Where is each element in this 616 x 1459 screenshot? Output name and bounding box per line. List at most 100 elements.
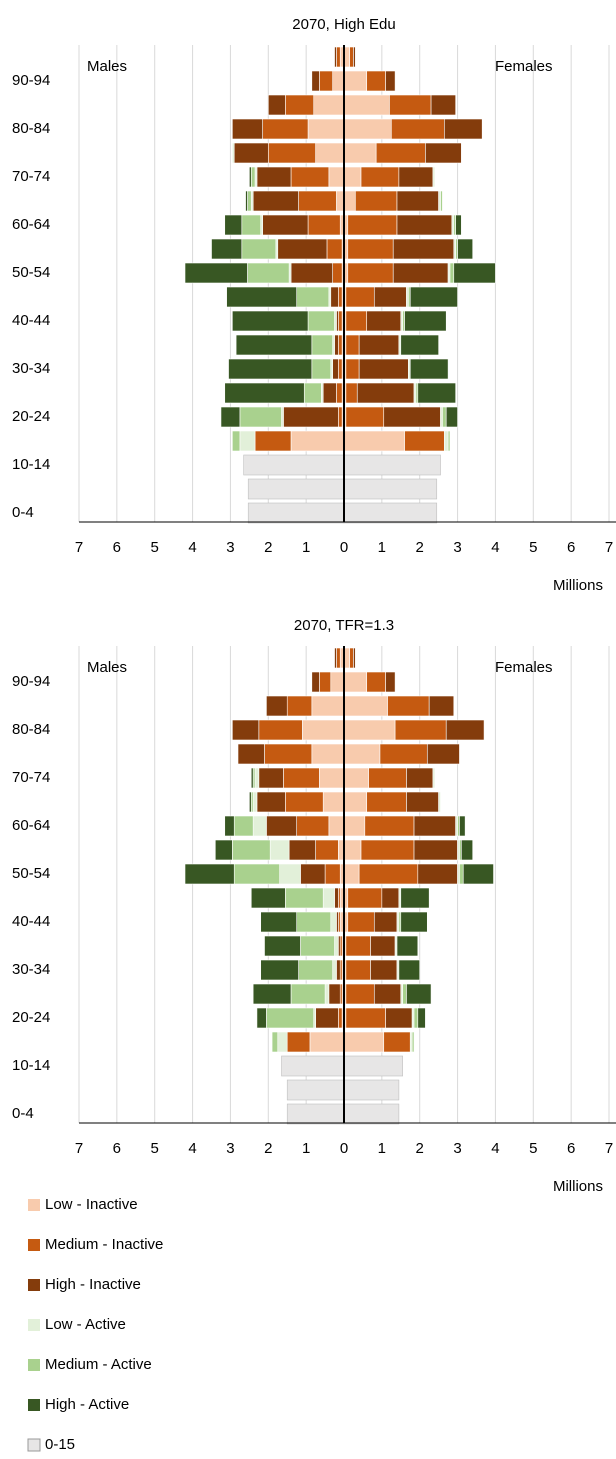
bar-segment bbox=[309, 1031, 345, 1053]
x-tick-label: 6 bbox=[567, 539, 575, 556]
bar-segment bbox=[296, 286, 330, 308]
x-tick-label: 3 bbox=[226, 539, 234, 556]
bar-segment bbox=[184, 262, 248, 284]
y-tick-label: 40-44 bbox=[12, 913, 50, 930]
y-tick-label: 80-84 bbox=[12, 721, 50, 738]
bar-segment bbox=[440, 190, 443, 212]
bar-segment bbox=[311, 70, 320, 92]
x-axis-label: Millions bbox=[553, 577, 603, 594]
bar-segment bbox=[286, 1031, 311, 1053]
bar-segment bbox=[319, 70, 333, 92]
bar-segment bbox=[332, 358, 339, 380]
bar-segment bbox=[336, 647, 341, 669]
bar-segment bbox=[233, 142, 269, 164]
bar-segment bbox=[334, 334, 339, 356]
bar-segment bbox=[336, 46, 341, 68]
bar-segment bbox=[311, 743, 345, 765]
bar-segment bbox=[343, 1031, 385, 1053]
bar-segment bbox=[349, 647, 354, 669]
bar-segment bbox=[432, 166, 436, 188]
bar-segment bbox=[345, 406, 385, 428]
bar-segment bbox=[432, 767, 436, 789]
bar-segment bbox=[413, 1007, 419, 1029]
x-tick-label: 4 bbox=[491, 539, 499, 556]
x-tick-label: 6 bbox=[113, 1140, 121, 1157]
bar-segment bbox=[409, 358, 449, 380]
bar-segment bbox=[311, 695, 345, 717]
legend-swatch bbox=[28, 1319, 40, 1331]
bar-segment bbox=[338, 310, 343, 332]
bar-segment bbox=[237, 743, 265, 765]
bar-segment bbox=[400, 334, 439, 356]
bar-segment bbox=[387, 695, 430, 717]
bar-segment bbox=[430, 94, 456, 116]
y-tick-label: 70-74 bbox=[12, 168, 50, 185]
bar-segment bbox=[283, 406, 339, 428]
bar-segment bbox=[232, 142, 235, 164]
bar-segment bbox=[343, 142, 377, 164]
bar-segment bbox=[338, 1007, 343, 1029]
bar-segment bbox=[232, 118, 263, 140]
x-tick-label: 1 bbox=[302, 1140, 310, 1157]
bar-segment bbox=[360, 166, 400, 188]
bar-segment bbox=[338, 334, 343, 356]
bar-segment bbox=[394, 719, 447, 741]
right-label: Females bbox=[495, 58, 553, 75]
bar-segment bbox=[343, 502, 438, 524]
bar-segment bbox=[345, 382, 358, 404]
x-axis-label: Millions bbox=[553, 1178, 603, 1195]
bar-segment bbox=[366, 310, 402, 332]
bar-segment bbox=[453, 262, 496, 284]
bar-segment bbox=[345, 935, 371, 957]
bar-segment bbox=[345, 286, 375, 308]
bar-segment bbox=[254, 430, 292, 452]
bar-segment bbox=[345, 334, 360, 356]
bar-segment bbox=[373, 286, 407, 308]
x-tick-label: 3 bbox=[453, 1140, 461, 1157]
bar-segment bbox=[315, 1007, 339, 1029]
bar-segment bbox=[353, 647, 356, 669]
x-tick-label: 5 bbox=[529, 1140, 537, 1157]
x-tick-label: 0 bbox=[340, 539, 348, 556]
bar-segment bbox=[409, 286, 458, 308]
bar-segment bbox=[449, 262, 455, 284]
bar-segment bbox=[392, 238, 455, 260]
bar-segment bbox=[360, 839, 415, 861]
bar-segment bbox=[343, 719, 396, 741]
bar-segment bbox=[286, 1103, 345, 1125]
bar-segment bbox=[271, 1031, 279, 1053]
bar-segment bbox=[391, 118, 445, 140]
bar-segment bbox=[300, 935, 335, 957]
bar-segment bbox=[249, 791, 252, 813]
bar-segment bbox=[343, 839, 362, 861]
bar-segment bbox=[398, 166, 434, 188]
bar-segment bbox=[404, 310, 447, 332]
x-tick-label: 5 bbox=[151, 1140, 159, 1157]
bar-segment bbox=[345, 358, 360, 380]
bar-segment bbox=[281, 1055, 345, 1077]
bar-segment bbox=[296, 815, 330, 837]
bar-segment bbox=[358, 334, 400, 356]
bar-segment bbox=[233, 815, 254, 837]
bar-segment bbox=[370, 959, 398, 981]
bar-segment bbox=[214, 839, 233, 861]
bar-segment bbox=[252, 190, 299, 212]
bar-segment bbox=[322, 887, 335, 909]
bar-segment bbox=[330, 911, 337, 933]
bar-segment bbox=[366, 70, 386, 92]
bar-segment bbox=[400, 911, 428, 933]
bar-segment bbox=[322, 382, 337, 404]
bar-segment bbox=[250, 166, 256, 188]
bar-segment bbox=[343, 695, 388, 717]
bar-segment bbox=[442, 406, 447, 428]
y-tick-label: 80-84 bbox=[12, 120, 50, 137]
bar-segment bbox=[417, 382, 456, 404]
bar-segment bbox=[250, 767, 254, 789]
bar-segment bbox=[370, 935, 396, 957]
bar-segment bbox=[307, 214, 341, 236]
bar-segment bbox=[338, 406, 343, 428]
bar-segment bbox=[328, 815, 345, 837]
bar-segment bbox=[330, 671, 345, 693]
bar-segment bbox=[343, 815, 366, 837]
